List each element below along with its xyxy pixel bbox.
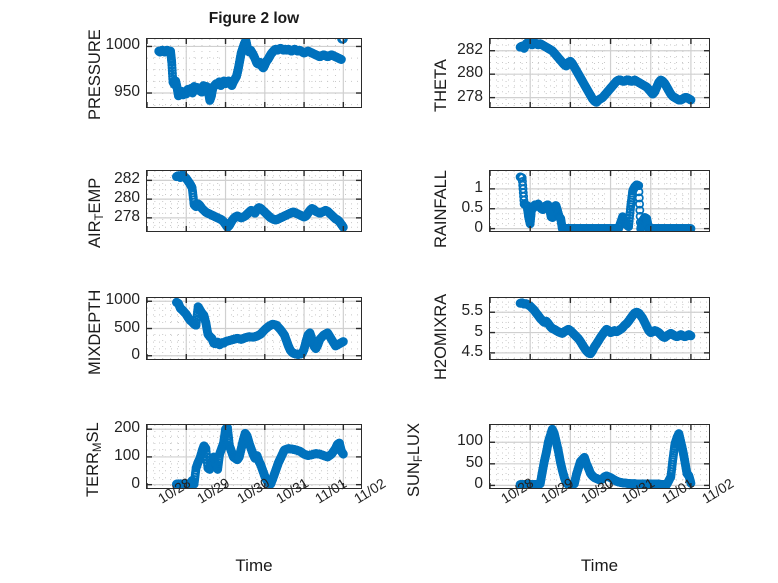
ytick-label: 0 xyxy=(131,474,140,492)
ytick-label: 50 xyxy=(465,453,483,471)
ytick-label: 5.5 xyxy=(461,302,483,320)
ytick-label: 100 xyxy=(457,432,483,450)
xtick-label: 10/31 xyxy=(618,474,657,507)
ytick-label: 282 xyxy=(114,170,140,188)
ytick-label: 200 xyxy=(114,419,140,437)
axes-theta xyxy=(489,38,710,108)
xtick-label: 11/02 xyxy=(351,474,389,507)
ytick-label: 0.5 xyxy=(461,198,483,216)
axes-air-temp xyxy=(146,170,362,232)
xtick-label: 10/29 xyxy=(194,474,233,507)
axes-rainfall xyxy=(489,170,710,232)
ytick-label: 280 xyxy=(457,64,483,82)
xtick-label: 10/30 xyxy=(578,474,617,507)
ytick-label: 282 xyxy=(457,40,483,58)
ytick-label: 280 xyxy=(114,189,140,207)
axes-sun-flux xyxy=(489,424,710,489)
xlabel-left: Time xyxy=(235,556,273,575)
axes-mixdepth xyxy=(146,297,362,360)
xtick-label: 10/28 xyxy=(155,474,194,507)
axes-h2o-mixra xyxy=(489,297,710,360)
xtick-label: 11/01 xyxy=(312,474,350,507)
xtick-label: 11/01 xyxy=(658,474,697,507)
ytick-label: 278 xyxy=(114,207,140,225)
xtick-label: 10/30 xyxy=(233,474,272,507)
ytick-label: 1000 xyxy=(105,36,140,54)
ytick-label: 0 xyxy=(474,475,483,493)
ytick-label: 4.5 xyxy=(461,342,483,360)
xtick-label: 10/28 xyxy=(498,474,537,507)
axes-pressure xyxy=(146,38,362,108)
ytick-label: 0 xyxy=(474,218,483,236)
ytick-label: 1000 xyxy=(105,291,140,309)
ytick-label: 100 xyxy=(114,446,140,464)
ytick-label: 278 xyxy=(457,87,483,105)
ytick-label: 500 xyxy=(114,318,140,336)
xtick-label: 11/02 xyxy=(698,474,737,507)
ylabel-sun-flux: SUNFLUX xyxy=(405,423,425,497)
xlabel-right: Time xyxy=(580,556,619,575)
ytick-label: 5 xyxy=(474,322,483,340)
ytick-label: 1 xyxy=(474,178,483,196)
axes-terr-msl xyxy=(146,424,362,489)
xtick-label: 10/31 xyxy=(272,474,311,507)
xtick-label: 10/29 xyxy=(538,474,577,507)
ytick-label: 0 xyxy=(131,345,140,363)
figure-title: Figure 2 low xyxy=(208,10,300,27)
ytick-label: 950 xyxy=(114,83,140,101)
